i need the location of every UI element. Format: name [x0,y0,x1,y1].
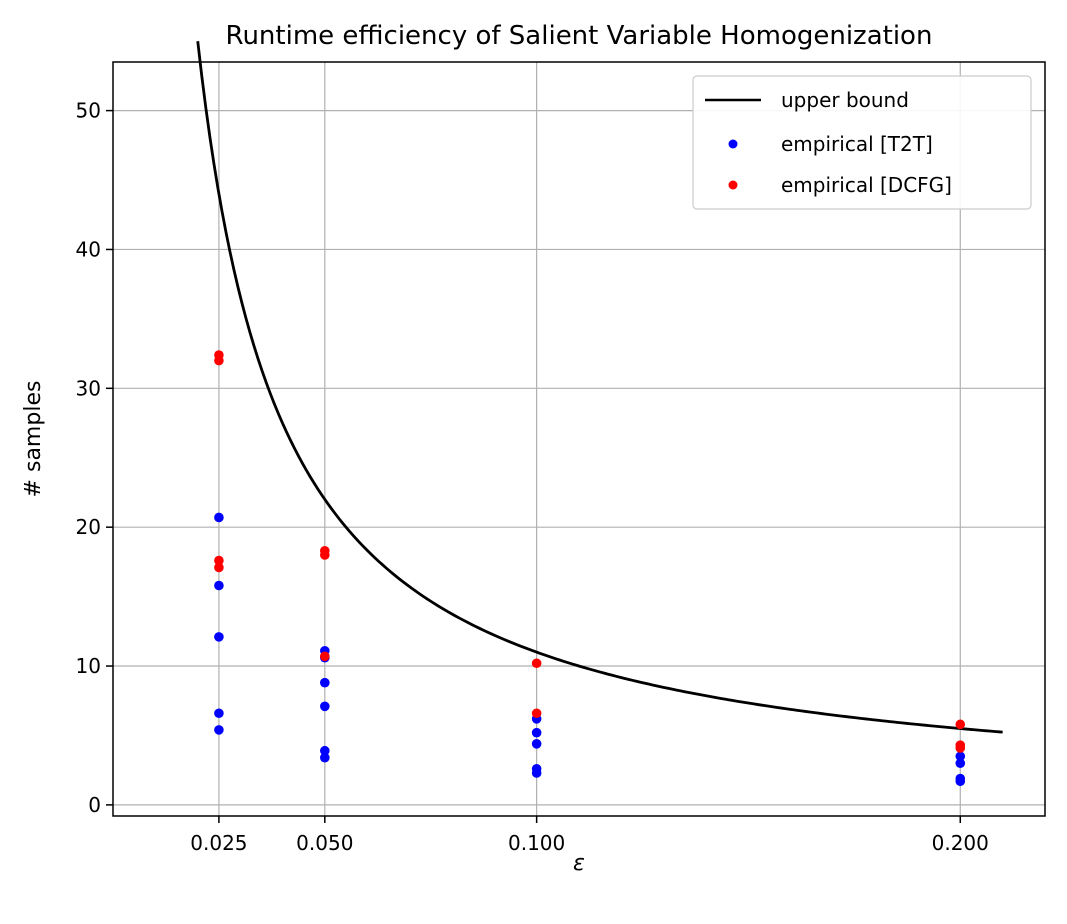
legend-box [692,75,1032,210]
point-dcfg [214,562,224,573]
point-dcfg [955,743,966,753]
point-t2t [955,751,966,762]
y-tick-label: 50 [76,99,101,123]
x-axis-label: ε [573,851,585,876]
point-t2t [531,738,542,749]
point-t2t [955,776,966,787]
y-axis-label: # samples [21,381,46,498]
point-dcfg [214,555,224,566]
legend-label-dcfg: empirical [DCFG] [781,173,952,197]
point-dcfg [320,651,330,662]
legend-marker-t2t [728,139,738,149]
y-tick-label: 20 [76,515,101,539]
legend-label-upper-bound: upper bound [781,88,909,112]
y-tick-label: 30 [76,376,101,400]
point-dcfg [320,550,330,560]
axes-frame [112,61,1046,817]
x-tick-label: 0.100 [508,831,565,855]
point-t2t [955,758,966,769]
point-t2t [531,727,542,738]
point-t2t [320,677,330,688]
plot-area [196,41,1003,787]
x-tick-label: 0.025 [190,831,247,855]
point-t2t [214,512,224,523]
x-axis-ticks: 0.025 0.050 0.100 0.200 [190,816,989,855]
y-tick-label: 10 [76,654,101,678]
point-t2t [531,768,542,778]
y-axis-ticks: 0 10 20 30 40 50 [76,99,113,817]
point-dcfg [214,355,224,366]
upper-bound-line [196,41,1003,734]
legend-label-t2t: empirical [T2T] [781,132,933,156]
legend-marker-dcfg [728,180,738,190]
point-t2t [214,632,224,642]
point-t2t [214,580,224,591]
point-t2t [320,745,330,756]
point-t2t [214,725,224,735]
legend: upper bound empirical [T2T] empirical [D… [692,75,1032,210]
point-t2t [320,752,330,763]
point-dcfg [531,658,542,669]
y-tick-label: 40 [76,237,101,261]
point-t2t [214,708,224,719]
point-dcfg [955,719,966,730]
x-tick-label: 0.050 [296,831,353,855]
point-dcfg [531,708,542,719]
point-t2t [320,701,330,712]
x-tick-label: 0.200 [932,831,989,855]
y-tick-label: 0 [88,793,101,817]
chart-title: Runtime efficiency of Salient Variable H… [226,21,933,51]
